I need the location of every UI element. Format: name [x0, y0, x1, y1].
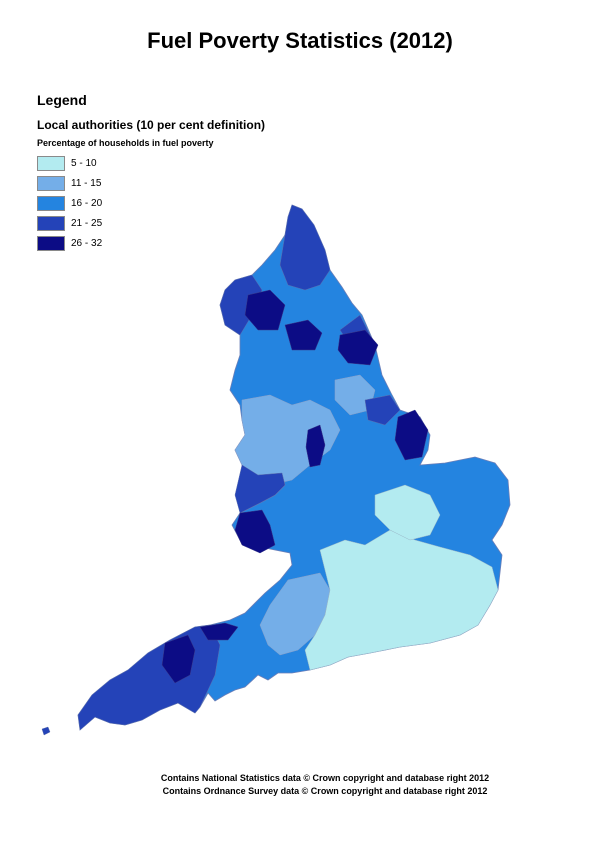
legend-label: 5 - 10	[71, 157, 97, 169]
legend-item-11-15: 11 - 15	[37, 173, 265, 193]
legend-item-21-25: 21 - 25	[37, 213, 265, 233]
map-title: Fuel Poverty Statistics (2012)	[147, 28, 453, 53]
region-cornwall-high	[77, 624, 221, 731]
region-midlands-mid	[234, 394, 341, 486]
region-yorkshire-high	[364, 394, 401, 426]
legend-label: 21 - 25	[71, 217, 103, 229]
legend-caption: Percentage of households in fuel poverty	[37, 138, 214, 148]
region-teesside-highest	[337, 329, 379, 366]
region-north-high	[279, 204, 331, 291]
legend-subtitle: Local authorities (10 per cent definitio…	[37, 118, 266, 132]
legend-label: 11 - 15	[71, 177, 102, 189]
legend-swatch	[37, 155, 65, 171]
region-devon-highest	[161, 634, 196, 684]
region-exmoor-highest	[199, 622, 239, 641]
region-derbyshire-highest	[305, 424, 326, 468]
region-humber-highest	[394, 409, 429, 461]
region-durham-highest	[244, 289, 286, 331]
credit-line-os: Contains Ordnance Survey data © Crown co…	[162, 786, 488, 796]
region-east-low	[374, 484, 441, 541]
legend-label: 16 - 20	[71, 197, 103, 209]
legend-item-5-10: 5 - 10	[37, 153, 265, 173]
credit-line-ons: Contains National Statistics data © Crow…	[160, 773, 490, 783]
legend: Legend Local authorities (10 per cent de…	[37, 92, 265, 253]
legend-swatch	[37, 235, 65, 251]
region-scilly	[41, 726, 51, 736]
legend-swatch	[37, 195, 65, 211]
legend-label: 26 - 32	[71, 237, 103, 249]
legend-swatch	[37, 215, 65, 231]
copyright-credits: Contains National Statistics data © Crow…	[0, 772, 600, 798]
legend-item-26-32: 26 - 32	[37, 233, 265, 253]
england-choropleth-map	[41, 204, 511, 736]
region-welsh-border-highest	[234, 509, 276, 554]
region-southwest-mid	[259, 572, 331, 656]
legend-swatch	[37, 175, 65, 191]
region-tyne-highest	[284, 319, 323, 351]
region-west-high	[234, 464, 286, 514]
legend-heading: Legend	[37, 92, 87, 108]
legend-item-16-20: 16 - 20	[37, 193, 265, 213]
